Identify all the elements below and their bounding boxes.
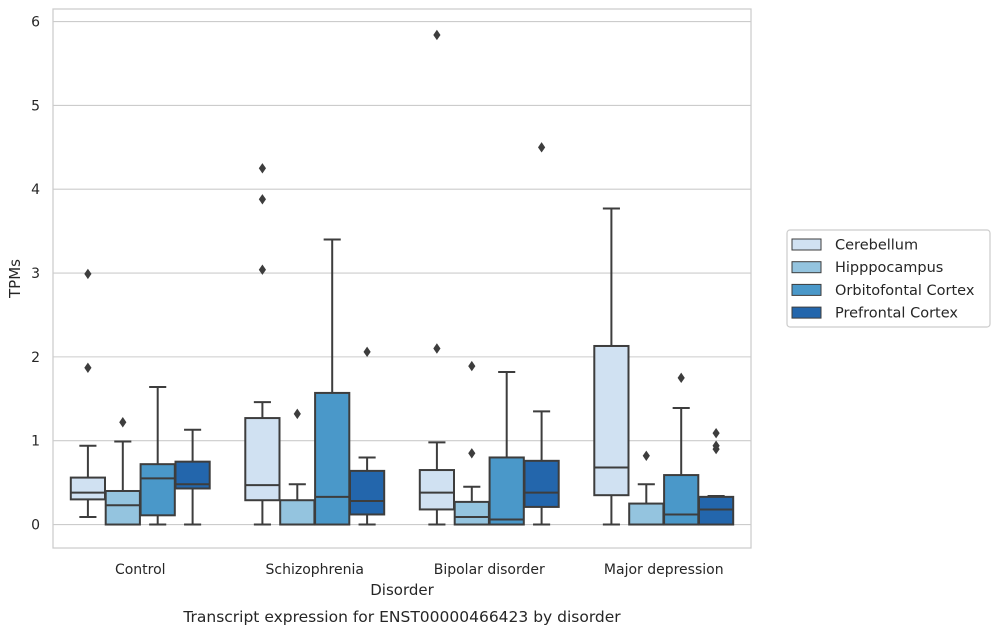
outlier-point [119,417,127,428]
box-iqr [523,459,560,508]
box-iqr [348,469,386,516]
y-tick-label: 3 [31,266,40,282]
legend-swatch [791,283,822,296]
outlier-point [712,427,720,439]
legend-label: Hipppocampus [835,260,943,276]
box-orbitofontal-cortex [139,386,176,526]
outlier-point [642,450,650,461]
box-hipppocampus [104,417,141,526]
box-iqr [663,474,700,526]
outlier-point [468,448,476,459]
box-hipppocampus [279,408,316,526]
box-iqr [104,489,141,526]
box-hipppocampus [453,360,490,526]
box-iqr [279,499,316,526]
box-cerebellum [69,268,107,518]
box-orbitofontal-cortex [488,370,525,526]
legend-frame [786,229,991,328]
grid-layer [53,21,751,526]
x-tick-label: Schizophrenia [266,562,364,578]
outlier-point [363,346,371,358]
outlier-point [468,360,476,372]
legend-label: Cerebellum [835,238,918,254]
x-axis-label: Disorder [370,581,434,599]
outlier-point [293,408,301,420]
outlier-point [84,268,92,280]
x-tick-label: Bipolar disorder [434,562,545,578]
plot-frame [52,8,752,549]
box-cerebellum [418,29,456,526]
box-iqr [488,456,525,526]
box-orbitofontal-cortex [314,238,351,526]
outlier-point [433,343,441,354]
box-iqr [593,344,630,497]
box-orbitofontal-cortex [663,372,700,526]
outlier-point [258,264,266,275]
box-prefrontal-cortex [174,428,211,526]
legend-swatch [791,238,822,251]
legend-swatch [791,261,822,274]
outlier-point [84,362,92,373]
box-prefrontal-cortex [523,142,560,526]
box-iqr [418,469,456,511]
legend-swatch [791,306,822,319]
legend: Cerebellum Hipppocampus Orbitofontal Corte… [786,229,991,328]
box-iqr [697,495,735,526]
outlier-point [433,29,441,41]
box-prefrontal-cortex [348,346,386,526]
box-iqr [314,391,351,526]
box-iqr [139,463,176,517]
legend-label: Prefrontal Cortex [835,306,958,322]
box-iqr [69,476,107,501]
x-tick-label: Major depression [604,562,724,578]
outlier-point [677,372,685,384]
box-hipppocampus [628,450,665,526]
y-tick-label: 6 [31,15,40,31]
outlier-point [258,163,266,174]
outlier-point [258,194,266,205]
y-tick-label: 1 [31,434,40,450]
outlier-point [712,440,720,451]
chart-caption: Transcript expression for ENST0000046642… [182,608,621,626]
box-prefrontal-cortex [697,427,735,526]
y-tick-label: 2 [31,350,40,366]
box-layer [69,29,735,526]
box-iqr [453,500,490,526]
x-tick-label: Control [115,562,166,578]
y-tick-label: 0 [31,518,40,534]
y-axis-label: TPMs [6,259,24,299]
legend-label: Orbitofontal Cortex [835,283,975,299]
y-tick-label: 5 [31,98,40,114]
outlier-point [538,142,546,153]
box-cerebellum [244,163,281,526]
y-tick-labels: 0 1 2 3 4 5 6 [31,15,40,534]
box-iqr [244,417,281,502]
box-iqr [628,502,665,526]
x-tick-labels: Control Schizophrenia Bipolar disorder Majo… [115,562,724,578]
box-cerebellum [593,207,630,526]
y-tick-label: 4 [31,182,40,198]
